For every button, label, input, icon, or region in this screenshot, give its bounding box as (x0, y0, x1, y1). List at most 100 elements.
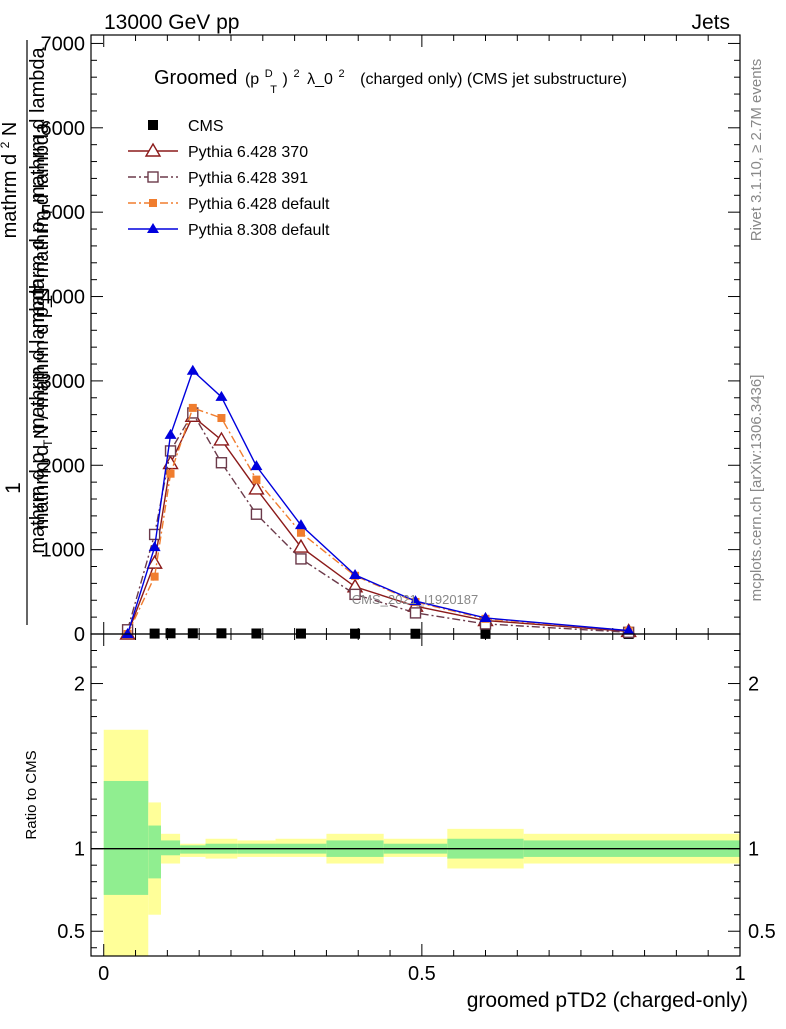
series-point (250, 460, 263, 471)
series-point (121, 628, 134, 638)
series-point (294, 519, 307, 530)
series-point (479, 611, 492, 622)
series-point (146, 554, 163, 569)
series-point (622, 624, 635, 635)
series-point (148, 541, 161, 552)
ylabel-bottom: Ratio to CMS (23, 750, 40, 839)
top-ytick-label: 7000 (41, 33, 86, 55)
x-axis-label: groomed pTD2 (charged-only) (467, 989, 748, 1012)
legend-label: Pythia 6.428 370 (188, 144, 308, 161)
series-point (166, 469, 175, 478)
top-ylabel: 1 mathrm d N / mathrm d p_T mathrm d lam… (0, 40, 57, 625)
cms-point (216, 628, 227, 639)
series-point (150, 572, 159, 581)
title-math-sub: T (270, 84, 277, 96)
series-point (144, 142, 162, 157)
svg-text:mathrm d p T mathr: mathrm d p T mathrm d lambda (27, 47, 57, 323)
ylabel-line2: mathrm d p (27, 221, 49, 322)
x-tick-label: 0.5 (408, 963, 436, 985)
ratio-ytick-label-right: 0.5 (748, 921, 776, 943)
legend-entry: Pythia 6.428 370 (128, 142, 308, 161)
series-point (147, 223, 159, 233)
ratio-bands (103, 729, 740, 956)
title-lambda-exp: 2 (338, 68, 344, 80)
top-ytick-label: 6000 (41, 118, 86, 140)
series-point (213, 431, 230, 446)
series-point (248, 480, 265, 495)
ratio-band-inner (148, 825, 161, 879)
legend-entry: Pythia 6.428 391 (128, 170, 308, 187)
ylabel-top-num: 1 (2, 482, 25, 494)
ratio-ytick-label-right: 1 (748, 839, 759, 861)
title-rest: (charged only) (CMS jet substructure) (360, 71, 627, 88)
ratio-band-inner (160, 840, 181, 856)
ratio-panel-frame (90, 633, 741, 957)
top-ytick-label: 2000 (41, 455, 86, 477)
series-point (148, 528, 161, 541)
top-ytick-label: 5000 (41, 202, 86, 224)
plot-title: Groomed (p D T ) 2 λ_0 2 (charged only) … (154, 60, 627, 98)
series-point (164, 445, 177, 457)
legend-entry: Pythia 8.308 default (128, 222, 330, 239)
ratio-axes: 0.5 0.51 12 20 0.5 1 (57, 634, 776, 985)
ratio-band-inner (180, 845, 206, 854)
ratio-band-inner (103, 780, 149, 895)
ylabel-line1-end: N (0, 122, 21, 136)
ratio-ytick-label-right: 2 (748, 674, 759, 696)
legend: CMS Pythia 6.428 370 Pythia 6.428 391 Pythi… (128, 118, 330, 239)
top-axes: 0 1000 2000 3000 4000 5000 6000 7000 (41, 33, 741, 646)
top-ytick-label: 0 (74, 624, 85, 646)
ylabel-line2-end: mathrm d lambda (27, 47, 49, 203)
series-point (217, 414, 226, 423)
legend-label: Pythia 8.308 default (188, 222, 330, 239)
legend-entry: CMS (148, 118, 224, 135)
x-tick-label: 0 (98, 963, 109, 985)
ylabel-frac2: mathrm d p (27, 452, 49, 553)
title-math-close: ) (283, 71, 288, 88)
legend-label: Pythia 6.428 391 (188, 170, 308, 187)
top-ytick-label: 1000 (41, 540, 86, 562)
series-point (147, 171, 159, 183)
title-math: (p (245, 71, 259, 88)
ratio-ytick-label: 0.5 (57, 921, 85, 943)
svg-text:mathrm d 2 N: mathrm d 2 N (0, 122, 21, 239)
series-point (149, 199, 157, 207)
header-right: Jets (691, 11, 730, 34)
series-point (409, 595, 422, 606)
header-left: 13000 GeV pp (104, 11, 239, 34)
series-point (186, 364, 199, 375)
series-point (296, 528, 305, 537)
series-4 (121, 364, 635, 638)
side-mcplots-label: mcplots.cern.ch [arXiv:1306.3436] (748, 375, 765, 602)
side-rivet-label: Rivet 3.1.10, ≥ 2.7M events (748, 59, 765, 242)
ylabel-frac2-sub: T (41, 439, 55, 447)
title-math-sup: D (265, 68, 273, 80)
series-point (252, 475, 261, 484)
series-point (349, 588, 361, 601)
x-tick-label: 1 (734, 963, 745, 985)
title-math-exp: 2 (293, 68, 299, 80)
series-point (188, 403, 197, 412)
ratio-ytick-label: 2 (74, 674, 85, 696)
ylabel-line1-sup: 2 (0, 141, 12, 148)
series-point (164, 428, 177, 439)
title-lambda: λ_0 (307, 71, 333, 88)
series-point (215, 457, 228, 469)
top-ytick-label: 3000 (41, 371, 86, 393)
watermark: CMS_2021_I1920187 (352, 592, 479, 607)
ylabel-line1: mathrm d (0, 154, 21, 238)
cms-point (187, 628, 198, 639)
legend-label: Pythia 6.428 default (188, 196, 330, 213)
legend-entry: Pythia 6.428 default (128, 196, 330, 213)
series-point (295, 553, 307, 565)
cms-point (165, 628, 176, 639)
series-point (292, 538, 310, 553)
legend-label: CMS (188, 118, 224, 135)
svg-text:Groomed (p D: Groomed (p D T ) 2 λ_0 2 (charged only) … (154, 60, 627, 98)
top-ytick-label: 4000 (41, 287, 86, 309)
cms-point (148, 120, 158, 130)
series-point (409, 607, 422, 619)
ylabel-line2-sub: T (41, 208, 55, 216)
